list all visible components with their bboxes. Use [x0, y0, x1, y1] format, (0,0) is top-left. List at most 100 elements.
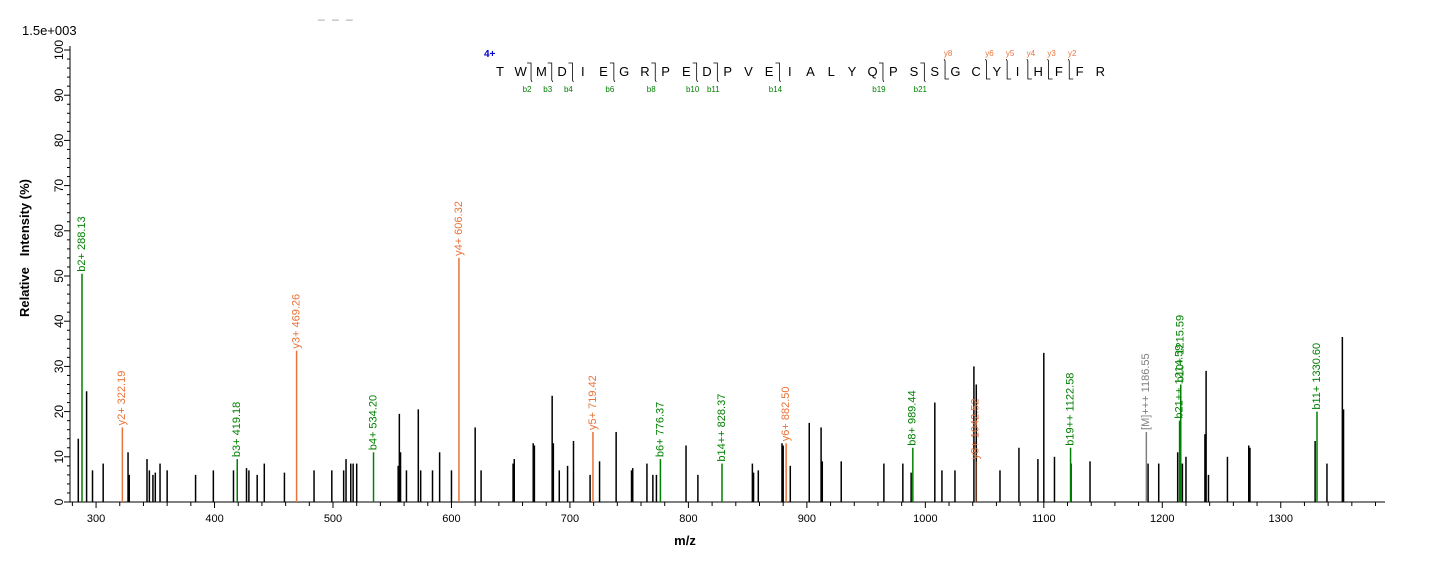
b-fragment-marker [920, 62, 926, 83]
peak-label: [M]+++ 1186.55 [1140, 353, 1152, 430]
b-fragment-marker [692, 62, 699, 83]
sequence-residue: E [682, 64, 691, 79]
b-fragment-label: b21 [914, 85, 928, 94]
peak-label: y8+ 1042.52 [970, 398, 982, 459]
x-tick-label: 1300 [1269, 513, 1293, 525]
x-tick-label: 300 [87, 513, 105, 525]
y-fragment-label: y8 [944, 49, 953, 58]
b-fragment-marker [568, 62, 574, 83]
b-fragment-marker [651, 62, 657, 83]
y-tick-label: 70 [52, 179, 66, 193]
b-fragment-marker [878, 62, 885, 83]
b-fragment-label: b6 [605, 85, 614, 94]
b-fragment-marker [713, 62, 719, 83]
x-tick-label: 1100 [1032, 513, 1056, 525]
sequence-residue: S [930, 64, 939, 79]
b-fragment-marker [775, 62, 781, 83]
y-fragment-marker [1026, 58, 1032, 80]
b-fragment-label: b2 [523, 85, 532, 94]
x-tick-label: 800 [679, 513, 697, 525]
peak-label: b3+ 419.18 [231, 402, 243, 457]
sequence-residue: F [1055, 64, 1063, 79]
b-fragment-label: b4 [564, 85, 573, 94]
y-fragment-label: y4 [1027, 49, 1036, 58]
peak-label: b6+ 776.37 [654, 402, 666, 457]
y-tick-label: 60 [52, 224, 66, 238]
sequence-residue: Y [992, 64, 1001, 79]
y-tick-label: 0 [52, 498, 66, 505]
y-fragment-label: y2 [1068, 49, 1077, 58]
x-tick-label: 600 [442, 513, 460, 525]
y-tick-label: 90 [52, 88, 66, 102]
peak-label: b4+ 534.20 [367, 395, 379, 450]
sequence-residue: R [1096, 64, 1105, 79]
sequence-residue: E [765, 64, 774, 79]
b-fragment-label: b11 [707, 85, 720, 94]
peak-label: y2+ 322.19 [116, 371, 128, 426]
sequence-residue: V [744, 64, 753, 79]
sequence-residue: D [557, 64, 566, 79]
peak-label: b14++ 828.37 [716, 394, 728, 462]
b-fragment-marker [527, 62, 533, 83]
sequence-residue: L [828, 64, 835, 79]
y-fragment-marker [1067, 58, 1074, 80]
y-tick-label: 10 [52, 450, 66, 464]
sequence-residue: I [1016, 64, 1020, 79]
y-tick-label: 40 [52, 314, 66, 328]
peak-label: b21++ 1214.59 [1173, 345, 1185, 419]
sequence-residue: T [496, 64, 504, 79]
x-tick-label: 1200 [1150, 513, 1174, 525]
b-fragment-label: b10 [686, 85, 700, 94]
peak-label: b8+ 989.44 [907, 390, 919, 445]
b-fragment-label: b19 [872, 85, 886, 94]
chart-axes: 0 10 20 30 40 50 60 70 80 90 100 300 400 500 600 700 800… [52, 40, 1385, 525]
y-tick-label: 100 [52, 40, 66, 60]
b-fragment-marker [547, 62, 554, 83]
peak-annotations: b2+ 288.13 y2+ 322.19 b3+ 419.18 y3+ 469.26… [76, 201, 1323, 502]
peak-label: b10+ 1215.59 [1175, 315, 1187, 383]
x-tick-label: 400 [205, 513, 223, 525]
peak-label: b19++ 1122.58 [1064, 373, 1076, 446]
charge-state-label: 4+ [484, 49, 496, 60]
y-fragment-marker [985, 58, 991, 80]
y-tick-label: 80 [52, 133, 66, 147]
y-fragment-label: y5 [1006, 49, 1015, 58]
peak-label: b2+ 288.13 [76, 216, 88, 271]
sequence-coverage: 4+T W M D I E G R P E D P V E I A L Y Q P S S G C Y I H F F Rb2 b3 b4 b6… [484, 49, 1105, 94]
sequence-residue: H [1034, 64, 1043, 79]
sequence-residue: F [1076, 64, 1084, 79]
y-fragment-label: y6 [985, 49, 994, 58]
peak-label: b11+ 1330.60 [1311, 343, 1323, 410]
sequence-residue: G [619, 64, 629, 79]
b-fragment-label: b3 [543, 85, 552, 94]
sequence-residue: E [599, 64, 608, 79]
peak-label: y3+ 469.26 [290, 294, 302, 349]
peak-label: y6+ 882.50 [780, 386, 792, 441]
peak-label: y4+ 606.32 [453, 201, 465, 256]
sequence-residue: G [950, 64, 960, 79]
y-fragment-marker [1005, 58, 1012, 80]
x-tick-label: 700 [561, 513, 579, 525]
peak-label: y5+ 719.42 [587, 375, 599, 430]
peak-bars [77, 337, 1345, 502]
x-tick-label: 500 [324, 513, 342, 525]
sequence-residue: I [581, 64, 585, 79]
sequence-residue: P [661, 64, 670, 79]
sequence-residue: W [515, 64, 528, 79]
sequence-residue: M [536, 64, 547, 79]
sequence-residue: C [971, 64, 980, 79]
x-axis-label: m/z [674, 533, 696, 548]
b-fragment-label: b8 [647, 85, 656, 94]
b-fragment-marker [609, 62, 616, 83]
top-dashes: – – – [318, 12, 355, 26]
y-axis-label: Relative Intensity (%) [17, 179, 32, 317]
y-fragment-marker [1047, 58, 1053, 80]
y-tick-label: 20 [52, 405, 66, 419]
sequence-residue: A [806, 64, 815, 79]
sequence-residue: D [702, 64, 711, 79]
sequence-residue: I [788, 64, 792, 79]
b-fragment-label: b14 [769, 85, 783, 94]
sequence-residue: Y [848, 64, 857, 79]
y-tick-label: 30 [52, 359, 66, 373]
